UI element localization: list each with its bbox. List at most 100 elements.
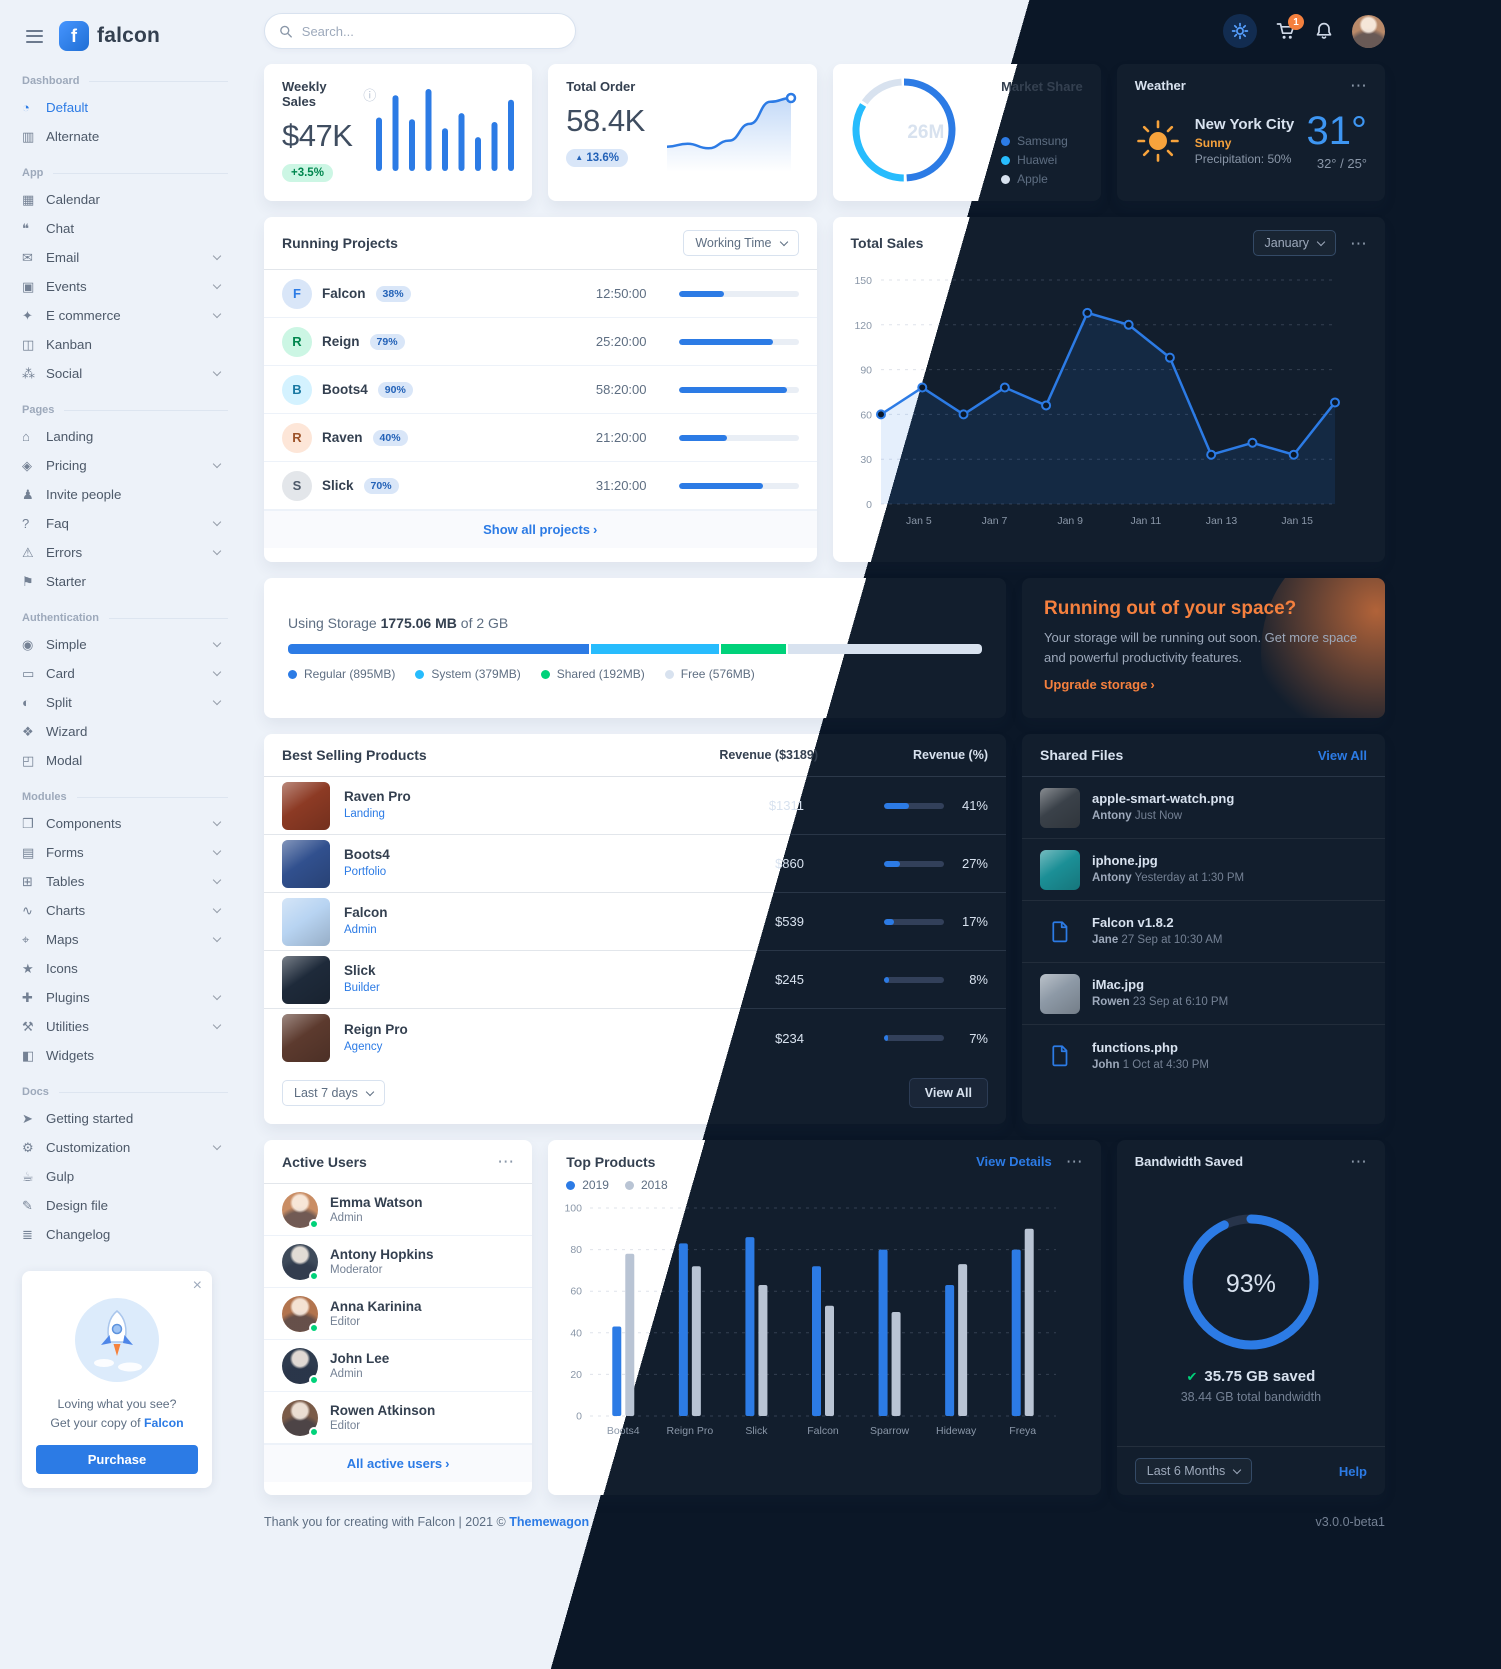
sidebar-item[interactable]: ⌂ Landing xyxy=(22,429,94,444)
sidebar-item[interactable]: ⚠ Errors xyxy=(22,538,228,567)
sidebar-item[interactable]: ⊞ Tables xyxy=(22,867,228,896)
utilities-icon: ⚒ xyxy=(22,1018,34,1034)
user-name-link[interactable]: Emma Watson xyxy=(330,1195,423,1210)
ellipsis-menu-icon[interactable]: ⋯ xyxy=(1065,1152,1083,1171)
file-name-link[interactable]: apple-smart-watch.png xyxy=(1092,791,1235,806)
product-row: Slick Builder $245 8% xyxy=(264,951,1006,1009)
sidebar-item[interactable]: ♟ Invite people xyxy=(22,486,122,503)
user-name-link[interactable]: Antony Hopkins xyxy=(330,1247,434,1262)
product-category-link[interactable]: Landing xyxy=(344,808,385,820)
view-all-button[interactable]: View All xyxy=(908,1078,988,1108)
sidebar-item[interactable]: ▥ Alternate xyxy=(22,128,100,145)
sidebar-item[interactable]: ◉ Simple xyxy=(22,630,228,659)
user-name-link[interactable]: Anna Karinina xyxy=(330,1299,422,1314)
project-name-link[interactable]: Raven xyxy=(322,430,363,445)
ellipsis-menu-icon[interactable]: ⋯ xyxy=(1350,1152,1367,1171)
last-7-days-select[interactable]: Last 7 days xyxy=(282,1080,385,1106)
sidebar-item[interactable]: ◈ Pricing xyxy=(22,451,228,480)
product-name-link[interactable]: Reign Pro xyxy=(344,1021,408,1037)
sidebar-item[interactable]: ❒ Components xyxy=(22,809,228,838)
product-name-link[interactable]: Raven Pro xyxy=(344,789,411,804)
sidebar-item[interactable]: ⌖ Maps xyxy=(22,925,228,954)
help-link[interactable]: Help xyxy=(1338,1463,1367,1479)
view-details-link[interactable]: View Details xyxy=(976,1154,1052,1169)
sidebar-item[interactable]: ▤ Forms xyxy=(22,838,228,867)
file-name-link[interactable]: iphone.jpg xyxy=(1092,853,1158,868)
sidebar-item[interactable]: ⚒ Utilities xyxy=(22,1012,228,1041)
sidebar-item[interactable]: ⚙ Customization xyxy=(22,1133,228,1162)
upgrade-storage-link[interactable]: Upgrade storage › xyxy=(1044,677,1155,692)
file-owner: John xyxy=(1092,1058,1120,1071)
sidebar-item[interactable]: ◧ Widgets xyxy=(22,1047,95,1064)
sidebar-item[interactable]: ◐ Split xyxy=(22,688,228,717)
product-name-link[interactable]: Slick xyxy=(344,963,376,978)
month-select[interactable]: January xyxy=(1252,230,1336,256)
product-category-link[interactable]: Admin xyxy=(344,924,377,936)
ellipsis-menu-icon[interactable]: ⋯ xyxy=(1350,233,1367,253)
sidebar-item[interactable]: ☕ Gulp xyxy=(22,1168,75,1185)
sidebar-item[interactable]: ⁂ Social xyxy=(22,359,228,388)
file-name-link[interactable]: Falcon v1.8.2 xyxy=(1092,915,1174,930)
show-all-projects-link[interactable]: Show all projects › xyxy=(483,522,598,537)
file-name-link[interactable]: functions.php xyxy=(1092,1039,1178,1055)
view-all-link[interactable]: View All xyxy=(1317,747,1367,763)
purchase-button[interactable]: Purchase xyxy=(36,1445,198,1475)
card-title: Weekly Sales xyxy=(282,79,327,109)
sidebar-item[interactable]: ◫ Kanban xyxy=(22,336,92,353)
user-avatar[interactable] xyxy=(1352,14,1385,48)
product-revenue: $860 xyxy=(775,856,804,871)
falcon-link[interactable]: Falcon xyxy=(144,1416,184,1431)
card-title: Best Selling Products xyxy=(282,747,427,763)
menu-toggle-icon[interactable] xyxy=(22,26,47,47)
sidebar-item[interactable]: ✎ Design file xyxy=(22,1197,109,1214)
sidebar-item[interactable]: ∿ Charts xyxy=(22,896,228,925)
user-role: Moderator xyxy=(330,1264,383,1276)
legend-item[interactable]: 2019 xyxy=(566,1178,609,1192)
bandwidth-total: 38.44 GB total bandwidth xyxy=(1180,1390,1322,1404)
sidebar-item[interactable]: ? Faq xyxy=(22,509,228,538)
product-category-link[interactable]: Builder xyxy=(344,982,380,994)
settings-gear-icon[interactable] xyxy=(1223,14,1257,48)
product-category-link[interactable]: Agency xyxy=(344,1040,383,1053)
sidebar-item[interactable]: ▦ Calendar xyxy=(22,191,100,208)
brand-logo[interactable]: f falcon xyxy=(59,21,160,51)
ellipsis-menu-icon[interactable]: ⋯ xyxy=(1350,76,1367,95)
working-time-select[interactable]: Working Time xyxy=(683,230,799,256)
themewagon-link[interactable]: Themewagon xyxy=(509,1515,590,1529)
close-icon[interactable]: × xyxy=(192,1277,202,1294)
product-name-link[interactable]: Falcon xyxy=(344,905,388,920)
sidebar-item[interactable]: ✦ E commerce xyxy=(22,301,228,330)
cart-icon[interactable]: 1 xyxy=(1275,14,1304,41)
sidebar-item[interactable]: ≣ Changelog xyxy=(22,1226,111,1243)
sidebar-item[interactable]: ✚ Plugins xyxy=(22,983,228,1012)
sidebar-item[interactable]: ❝ Chat xyxy=(22,220,75,237)
project-name-link[interactable]: Reign xyxy=(322,334,360,349)
search-input[interactable] xyxy=(301,23,561,39)
user-name-link[interactable]: John Lee xyxy=(330,1351,390,1366)
project-name-link[interactable]: Boots4 xyxy=(322,382,368,397)
project-name-link[interactable]: Falcon xyxy=(322,286,366,301)
product-name-link[interactable]: Boots4 xyxy=(344,847,390,862)
project-name-link[interactable]: Slick xyxy=(322,478,354,493)
sidebar-item[interactable]: ➤ Getting started xyxy=(22,1110,134,1127)
ellipsis-menu-icon[interactable]: ⋯ xyxy=(497,1152,515,1171)
file-name-link[interactable]: iMac.jpg xyxy=(1092,977,1145,992)
legend-item[interactable]: 2018 xyxy=(624,1178,668,1192)
chevron-down-icon xyxy=(212,904,222,914)
sidebar-item[interactable]: ❖ Wizard xyxy=(22,723,88,740)
sidebar-item[interactable]: ✉ Email xyxy=(22,243,228,272)
sidebar-item[interactable]: ★ Icons xyxy=(22,960,78,977)
last-6-months-select[interactable]: Last 6 Months xyxy=(1134,1458,1253,1484)
sidebar-item[interactable]: ▭ Card xyxy=(22,659,228,688)
user-name-link[interactable]: Rowen Atkinson xyxy=(330,1403,436,1418)
info-icon[interactable]: ⓘ xyxy=(363,87,377,103)
falcon-logo-icon: f xyxy=(59,21,89,51)
product-category-link[interactable]: Portfolio xyxy=(344,866,387,878)
sidebar-item[interactable]: ◰ Modal xyxy=(22,752,83,769)
all-active-users-link[interactable]: All active users › xyxy=(346,1456,450,1471)
sidebar-item[interactable]: ◔ Default xyxy=(22,100,89,115)
notifications-bell-icon[interactable] xyxy=(1314,21,1334,41)
sidebar-item[interactable]: ▣ Events xyxy=(22,272,228,301)
svg-text:Jan 11: Jan 11 xyxy=(1130,515,1161,527)
sidebar-item[interactable]: ⚑ Starter xyxy=(22,573,86,590)
